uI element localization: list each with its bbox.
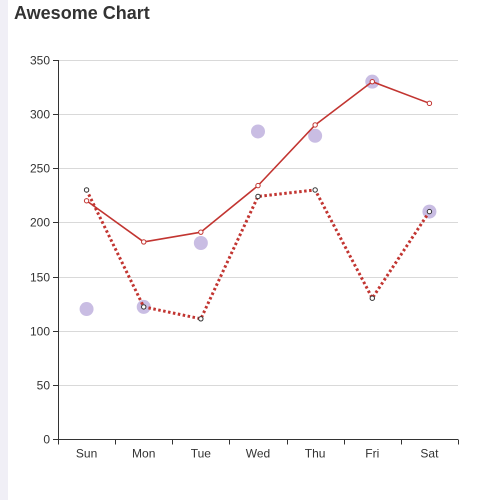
x-tick-label: Fri [365,447,379,461]
x-tick-label: Sat [420,447,439,461]
x-tick-label: Tue [191,447,212,461]
x-tick-label: Thu [305,447,326,461]
series-line [86,80,430,243]
line-point[interactable] [369,295,375,301]
grid-lines [58,60,458,386]
y-tick-label: 250 [30,162,50,176]
x-tick-label: Sun [76,447,97,461]
x-tick-label: Mon [132,447,155,461]
chart-title: Awesome Chart [14,3,150,23]
line-point[interactable] [312,187,318,193]
line-point[interactable] [141,239,147,245]
scatter-point[interactable] [193,236,208,251]
left-rail [0,0,8,500]
y-tick-label: 50 [37,379,51,393]
y-tick-label: 350 [30,54,50,68]
line-point[interactable] [141,304,147,310]
scatter-point[interactable] [79,302,94,317]
series-0-line-solid [83,78,433,245]
y-tick-label: 150 [30,271,50,285]
x-tick-label: Wed [246,447,270,461]
series [79,74,437,322]
y-tick-label: 300 [30,108,50,122]
line-point[interactable] [255,182,261,189]
line-point[interactable] [312,122,318,128]
line-point[interactable] [426,100,433,107]
series-line [85,188,431,321]
line-point[interactable] [83,187,90,193]
series-1-line-dotted [83,187,433,322]
line-point[interactable] [426,208,433,215]
line-point[interactable] [83,198,90,204]
y-tick-label: 200 [30,216,50,230]
line-point[interactable] [369,78,375,85]
scatter-point[interactable] [251,124,265,139]
line-point[interactable] [198,229,204,235]
line-point[interactable] [255,193,261,200]
axes: 0 50 100 150 200 250 300 350 Sun Mon Tue Wed Thu Fri S… [30,54,459,461]
line-point[interactable] [198,316,204,322]
y-tick-label: 100 [30,325,50,339]
y-tick-label: 0 [43,433,50,447]
scatter-point[interactable] [308,128,323,143]
